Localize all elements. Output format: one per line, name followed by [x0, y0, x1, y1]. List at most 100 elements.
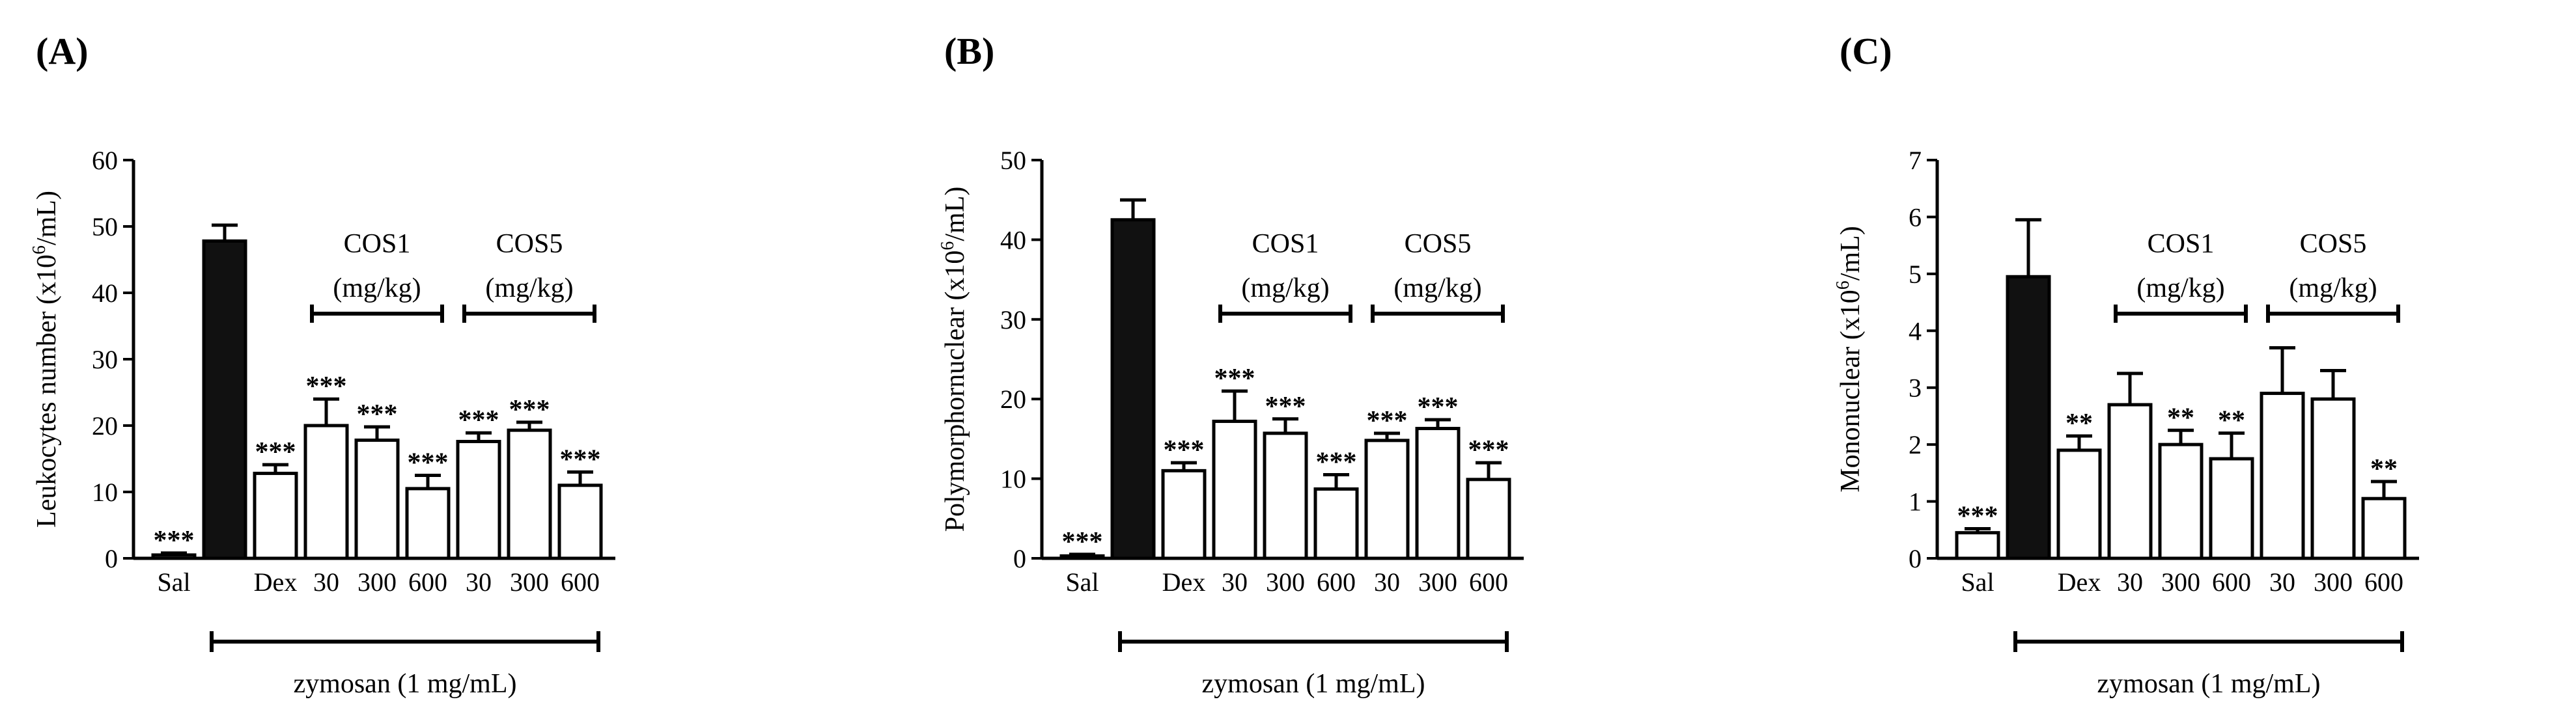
significance-label: *** — [509, 395, 550, 425]
panel-label: (C) — [1840, 30, 1892, 72]
x-tick-label: Dex — [1162, 567, 1206, 597]
y-tick-label: 6 — [1909, 202, 1922, 232]
significance-label: *** — [1265, 392, 1306, 422]
x-tick-label: 300 — [1266, 567, 1305, 597]
y-tick-label: 10 — [1000, 465, 1026, 494]
y-axis-label-unit: /mL) — [1836, 226, 1866, 280]
x-tick-label: 300 — [357, 567, 397, 597]
significance-label: *** — [1957, 502, 1998, 532]
y-tick-label: 30 — [1000, 305, 1026, 334]
y-tick-label: 40 — [92, 279, 118, 308]
bar — [151, 553, 197, 560]
y-axis-label: Mononuclear (x106/mL) — [1833, 226, 1866, 492]
bar — [2006, 275, 2051, 560]
y-axis-label-main: Mononuclear (x10 — [1836, 290, 1866, 492]
chart-panel-a: (A) Leukocytes number (x106/mL) 0 10 20 30 40 5… — [29, 30, 615, 699]
y-tick-label: 1 — [1909, 487, 1922, 517]
x-tick-label: 600 — [561, 567, 600, 597]
treatment-label: zymosan (1 mg/mL) — [1202, 669, 1425, 699]
x-tick-label: 30 — [466, 567, 492, 597]
bar — [1059, 554, 1105, 560]
y-tick-label: 0 — [1909, 544, 1922, 573]
group-name: COS1 — [2148, 229, 2215, 259]
significance-label: ** — [2065, 409, 2093, 439]
panel-label: (A) — [36, 30, 89, 72]
x-tick-label: 300 — [1418, 567, 1457, 597]
y-tick-label: 50 — [92, 212, 118, 241]
y-axis-label-superscript: 6 — [938, 241, 958, 251]
y-tick-label: 60 — [92, 146, 118, 175]
x-tick-label: Sal — [157, 567, 190, 597]
y-axis-label-main: Leukocytes number (x10 — [32, 254, 62, 528]
treatment-label: zymosan (1 mg/mL) — [2097, 669, 2321, 699]
bar — [1364, 439, 1410, 560]
significance-label: *** — [560, 444, 601, 474]
y-axis-label-superscript: 6 — [1833, 280, 1853, 290]
group-name: COS5 — [1405, 229, 1472, 259]
y-axis-label-unit: /mL) — [940, 187, 970, 241]
y-axis-label-unit: /mL) — [32, 191, 62, 245]
bar — [1955, 531, 2000, 560]
group-name: COS5 — [2300, 229, 2367, 259]
y-tick-label: 0 — [1013, 544, 1026, 573]
bar — [1161, 469, 1207, 560]
y-tick-label: 30 — [92, 345, 118, 374]
x-tick-label: 30 — [2269, 567, 2295, 597]
panel-label: (B) — [944, 30, 994, 72]
bar — [354, 438, 400, 560]
group-name: COS1 — [1252, 229, 1319, 259]
x-tick-label: 600 — [2212, 567, 2251, 597]
bar — [557, 483, 603, 560]
bar — [507, 428, 552, 560]
x-tick-label: 30 — [1222, 567, 1248, 597]
significance-label: *** — [306, 372, 347, 401]
treatment-label: zymosan (1 mg/mL) — [294, 669, 517, 699]
bar — [2310, 397, 2356, 560]
bar — [202, 239, 247, 560]
bar — [2056, 448, 2102, 560]
significance-label: *** — [1214, 364, 1255, 394]
y-axis-label: Leukocytes number (x106/mL) — [29, 191, 62, 528]
y-tick-label: 2 — [1909, 430, 1922, 459]
bar — [2107, 403, 2153, 560]
x-tick-label: 30 — [1374, 567, 1400, 597]
group-unit: (mg/kg) — [2289, 273, 2377, 303]
x-tick-label: Sal — [1961, 567, 1994, 597]
significance-label: *** — [1164, 435, 1205, 465]
bar — [1466, 478, 1511, 560]
y-tick-label: 20 — [1000, 385, 1026, 414]
bar — [253, 471, 298, 560]
y-tick-label: 5 — [1909, 260, 1922, 289]
x-tick-label: 600 — [2364, 567, 2403, 597]
y-axis-label-superscript: 6 — [29, 245, 49, 254]
significance-label: *** — [154, 526, 195, 556]
y-tick-label: 20 — [92, 411, 118, 441]
significance-label: *** — [1418, 392, 1459, 422]
bar — [1415, 426, 1461, 560]
x-tick-label: 600 — [408, 567, 447, 597]
group-unit: (mg/kg) — [333, 273, 421, 303]
y-axis-label-main: Polymorphornuclear (x10 — [940, 251, 970, 532]
bar — [456, 439, 501, 560]
group-unit: (mg/kg) — [1393, 273, 1481, 303]
chart-panel-c: (C)Mononuclear (x106/mL)01234567***Sal**… — [1833, 30, 2419, 699]
bar — [2158, 442, 2204, 560]
y-tick-label: 7 — [1909, 146, 1922, 175]
bar — [2361, 497, 2407, 560]
bar — [2260, 391, 2305, 560]
y-tick-label: 0 — [105, 544, 118, 573]
x-tick-label: 600 — [1469, 567, 1508, 597]
bar — [303, 424, 349, 560]
x-tick-label: 600 — [1317, 567, 1356, 597]
bar — [405, 487, 451, 560]
bar — [1313, 487, 1359, 560]
x-tick-label: 300 — [510, 567, 549, 597]
significance-label: ** — [2370, 454, 2398, 484]
x-tick-label: Dex — [254, 567, 298, 597]
chart-panel-b: (B) Polymorphornuclear (x106/mL) 0 10 20 30 40… — [938, 30, 1524, 699]
significance-label: *** — [1062, 527, 1103, 557]
significance-label: *** — [1468, 435, 1509, 465]
group-unit: (mg/kg) — [2136, 273, 2224, 303]
significance-label: *** — [1367, 406, 1408, 436]
